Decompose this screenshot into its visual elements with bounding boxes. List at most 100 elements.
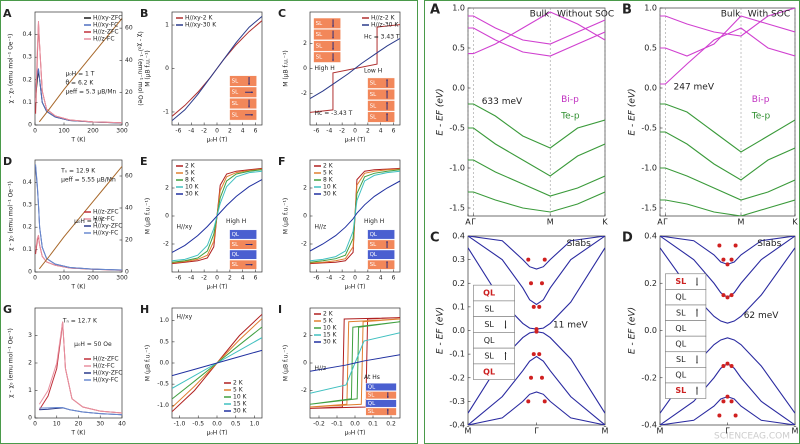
spin-arrow-head	[248, 83, 250, 85]
panel: C M̄ Γ̄ M̄ 0.4 0.3 0.2 0.1 0.0 -0.1 -0.2 -0.3 -0.4 E …	[430, 231, 609, 436]
layer-label: QL	[368, 384, 376, 390]
spin-arrow-head	[386, 113, 388, 115]
layer-box	[367, 249, 395, 260]
series-line	[310, 37, 400, 100]
y-axis-label: M (μB f.u.⁻¹)	[145, 198, 152, 234]
plot-area	[38, 321, 122, 416]
layer-box	[229, 98, 257, 109]
series-line	[35, 234, 122, 271]
layer-label: SL	[676, 355, 686, 364]
y-tick-label: -1.0	[157, 402, 169, 409]
x-tick-label: -6	[313, 128, 319, 135]
y-tick-label: -2	[301, 90, 307, 97]
legend-label: H//xy-ZFC	[93, 223, 122, 230]
series-line	[660, 103, 795, 153]
x-tick-label: -4	[188, 128, 194, 135]
layer-label: SL	[232, 101, 239, 107]
legend-label: H//z-ZFC	[93, 209, 119, 216]
layer-box	[365, 407, 397, 416]
y-tick-label: 2	[303, 40, 307, 47]
legend-label: 30 K	[323, 339, 338, 346]
annotation: With SOC	[748, 10, 790, 20]
layer-label: QL	[232, 232, 240, 238]
plot-area	[310, 167, 400, 265]
layer-label: SL	[370, 262, 377, 268]
plot-area	[35, 18, 122, 124]
y-tick-label: -0.4	[641, 421, 657, 430]
y-axis-label: χ - χ₀ (emu mol⁻¹ Oe⁻¹)	[8, 181, 15, 251]
data-point	[725, 295, 730, 300]
annotation: μ₀H = 1 T	[74, 218, 103, 225]
x-axis-label: μ₀H (T)	[207, 137, 228, 144]
plot-area	[660, 8, 795, 216]
x-tick-label: A	[657, 218, 663, 227]
layer-box	[313, 51, 341, 63]
y-tick-label: -1	[163, 108, 169, 115]
spin-arrow-head	[251, 113, 253, 116]
panel-letter: H	[140, 303, 149, 316]
annotation: H//xy	[177, 313, 193, 320]
x-tick-label: -2	[339, 128, 345, 135]
legend-label: H//z-FC	[93, 363, 115, 370]
data-point	[733, 243, 738, 248]
x-axis-label: μ₀H (T)	[345, 430, 366, 437]
series-line	[172, 349, 262, 377]
legend-label: 30 K	[185, 191, 200, 198]
layer-label: QL	[484, 336, 495, 345]
plot-area	[468, 11, 605, 213]
x-tick-label: 200	[87, 275, 99, 282]
x-axis-label: μ₀H (T)	[345, 137, 366, 144]
data-point	[537, 304, 542, 309]
x-tick-label: 1.0	[250, 421, 260, 428]
y-tick-label: 1	[165, 22, 169, 29]
annotation: Te-p	[751, 112, 771, 122]
legend-label: 5 K	[233, 387, 244, 394]
x-tick-label: 100	[58, 275, 70, 282]
y-tick-label: -0.5	[449, 124, 465, 133]
y-tick-label: 0	[28, 269, 32, 276]
y-axis-label: M (μB f.u.⁻¹)	[283, 345, 290, 381]
x-tick-label: 0.2	[386, 421, 396, 428]
y-tick-label: 2	[28, 360, 32, 367]
spin-arrow-head	[248, 105, 250, 108]
y-tick-label: 3	[28, 332, 32, 339]
legend-label: 10 K	[185, 184, 200, 191]
y2-tick-label: 20	[125, 237, 133, 244]
x-tick-label: A	[465, 218, 471, 227]
data-point	[539, 375, 544, 380]
legend-label: 5 K	[185, 170, 196, 177]
legend-label: H//z-ZFC	[93, 356, 119, 363]
x-tick-label: Γ	[663, 218, 668, 227]
layer-box	[313, 29, 341, 41]
x-tick-label: M	[738, 218, 745, 227]
panel-letter: B	[140, 7, 148, 20]
plot-area	[172, 15, 262, 122]
x-tick-label: -0.2	[313, 421, 325, 428]
data-point	[542, 399, 547, 404]
annotation: 11 meV	[553, 320, 589, 330]
layer-box	[313, 40, 341, 52]
y-tick-label: 0.1	[452, 302, 465, 311]
panel-letter: G	[3, 303, 12, 316]
series-line	[468, 15, 605, 45]
legend-label: H//xy-FC	[93, 377, 118, 384]
annotation: At Hs	[364, 374, 380, 381]
legend-label: H//xy-ZFC	[93, 15, 122, 22]
legend-label: 8 K	[323, 177, 334, 184]
y-tick-label: 0.2	[22, 76, 32, 83]
legend-label: H//xy-2 K	[185, 15, 213, 22]
data-point	[531, 304, 536, 309]
y-tick-label: 0	[303, 213, 307, 220]
panel-letter: A	[430, 3, 440, 18]
annotation: Bi-p	[561, 95, 579, 105]
annotation: High H	[315, 65, 335, 72]
y-tick-label: -0.2	[449, 373, 465, 382]
spin-arrow-head	[332, 48, 334, 50]
spin-arrow-head	[696, 308, 698, 311]
series-line	[38, 18, 122, 123]
x-tick-label: 2	[366, 128, 370, 135]
data-point	[729, 293, 734, 298]
y-tick-label: 0.5	[159, 338, 169, 345]
series-line	[660, 8, 795, 37]
